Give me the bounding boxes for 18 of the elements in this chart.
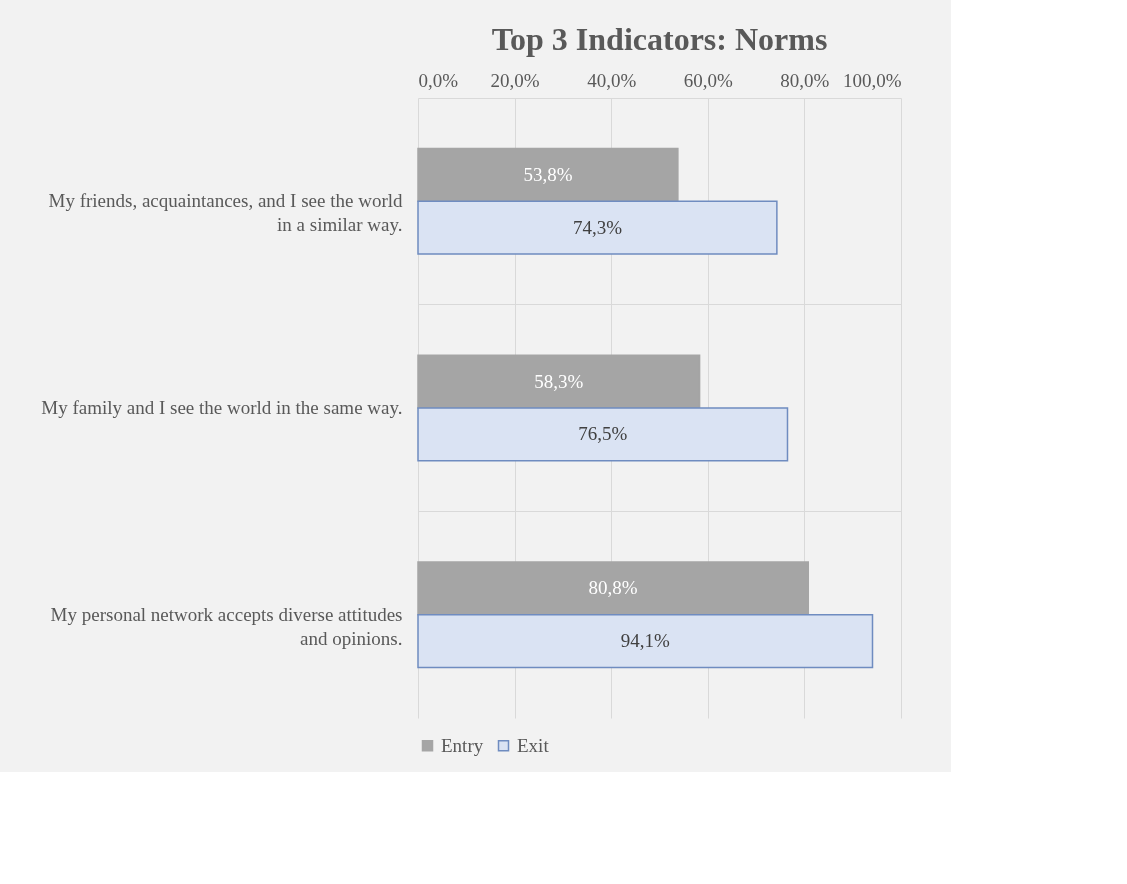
y-tick-label: My personal network accepts diverse attitudes and opinions. [50,603,403,649]
data-label: 58,3% [534,370,584,392]
y-tick-label: My friends, acquaintances, and I see the world in a similar way. [48,190,403,236]
x-tick-label: 80,0% [780,69,830,91]
data-label: 76,5% [578,423,628,445]
data-label: 74,3% [572,216,623,238]
chart-title: Top 3 Indicators: Norms [491,21,828,57]
legend-label: Exit [517,734,550,756]
x-tick-label: 60,0% [683,69,734,91]
y-tick-label: My family and I see the world in the same way. [41,397,403,418]
x-tick-label: 0,0% [418,69,459,91]
data-label: 94,1% [620,630,670,652]
x-tick-label: 100,0% [842,69,902,91]
data-label: 53,8% [523,163,573,185]
data-label: 80,8% [588,577,638,599]
legend-label: Entry [441,734,484,756]
x-tick-label: 20,0% [490,69,540,91]
x-tick-label: 40,0% [587,69,637,91]
